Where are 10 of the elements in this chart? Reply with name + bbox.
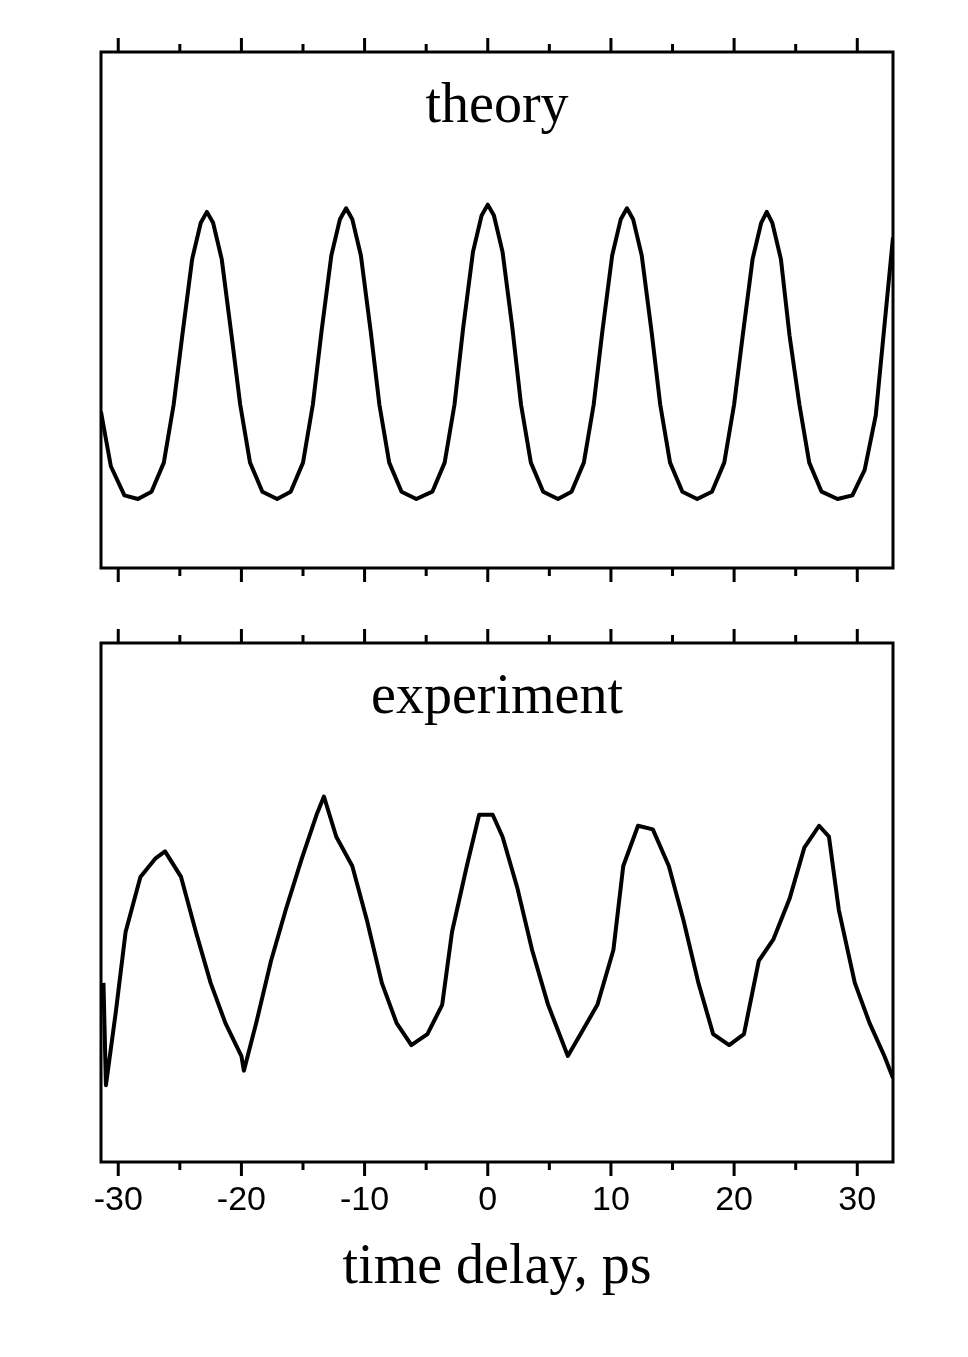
x-tick-label: -20 (216, 1179, 266, 1218)
chart-title: theory (425, 72, 569, 134)
x-tick-label: 30 (838, 1179, 877, 1218)
x-tick-label: 20 (715, 1179, 754, 1218)
x-tick-label: 0 (478, 1179, 498, 1218)
x-axis-title: time delay, ps (342, 1232, 652, 1295)
x-tick-label: -30 (93, 1179, 143, 1218)
chart-title: experiment (371, 663, 624, 725)
x-tick-label: -10 (340, 1179, 390, 1218)
x-tick-label: 10 (592, 1179, 630, 1218)
